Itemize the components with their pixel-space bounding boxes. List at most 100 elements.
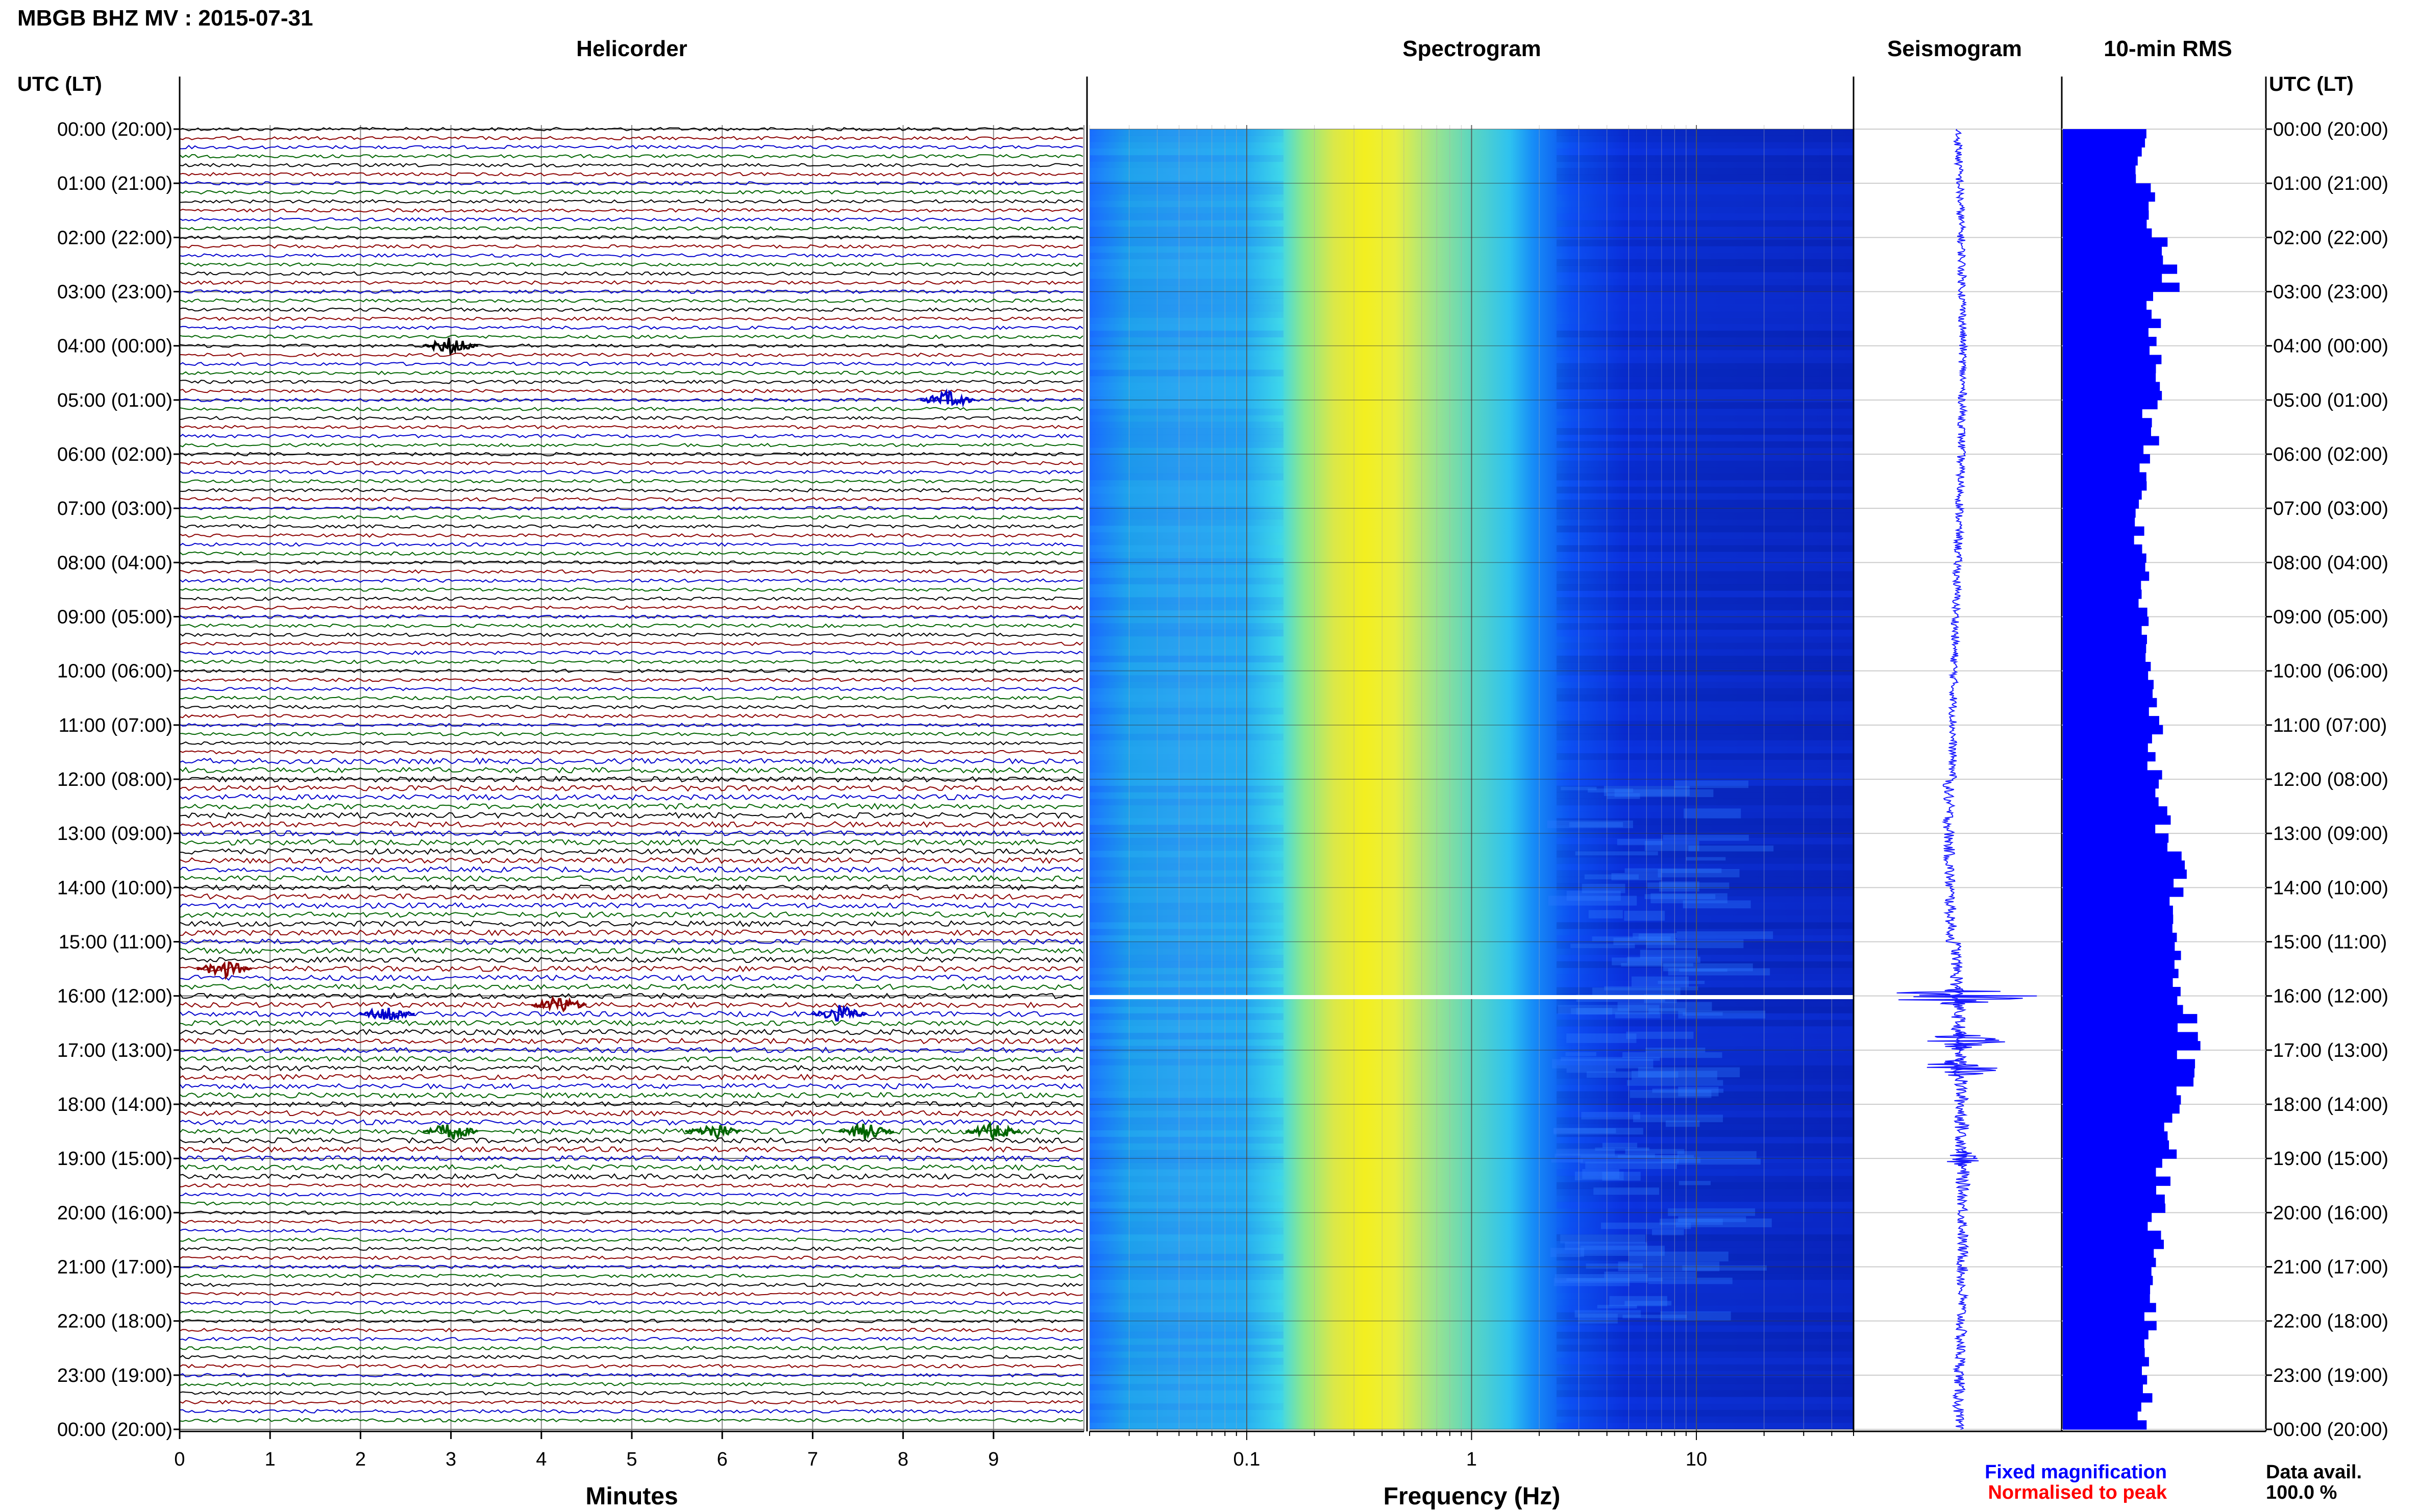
spectrogram-band [1090,467,1283,474]
spectrogram-band [1557,227,1853,234]
spectrogram-blotch [1622,1315,1687,1319]
spectrogram-band [1557,428,1853,435]
seismogram-event [1927,1031,2005,1051]
spectrogram-blotch [1607,793,1640,799]
rms-bar [2063,1122,2164,1132]
spectrogram-band [1090,1371,1283,1378]
spectrogram-band [1090,1136,1283,1144]
rms-bar [2063,1068,2194,1078]
rms-bar [2063,806,2167,816]
spectrogram-band [1090,941,1283,949]
rms-bar [2063,400,2158,410]
helicorder-trace [180,1110,1083,1117]
rms-bar [2063,1375,2148,1385]
rms-bar [2063,1176,2170,1186]
spectrogram-blotch [1580,1246,1665,1256]
spectrogram-band [1090,239,1283,246]
spectrogram-blotch [1676,931,1773,939]
spectrogram-band [1557,915,1853,923]
spectrogram-blotch [1678,1010,1766,1019]
time-label-right: 18:00 (14:00) [2273,1094,2388,1116]
rms-bar [2063,553,2146,563]
spectrogram-blotch [1648,1008,1686,1014]
rms-bar [2063,1203,2165,1213]
spectrogram-band [1557,305,1853,312]
spectrogram-band [1090,877,1283,884]
spectrogram-band [1557,1403,1853,1410]
spectrogram-band [1090,395,1283,403]
spectrogram-band [1557,298,1853,305]
spectrogram-blotch [1566,1068,1616,1073]
rms-bar [2063,445,2144,455]
spectrogram-blotch [1576,1008,1613,1015]
helicorder-trace [180,704,1083,709]
helicorder-trace [180,596,1083,601]
spectrogram-band [1557,974,1853,981]
spectrogram-band [1090,220,1283,227]
helicorder-trace [180,289,1083,294]
spectrogram-band [1090,161,1283,168]
time-label-right: 09:00 (05:00) [2273,607,2388,628]
spectrogram-band [1557,408,1853,415]
spectrogram-band [1090,1247,1283,1254]
spectrogram-band [1090,538,1283,546]
spectrogram-band [1557,1013,1853,1020]
rms-bar [2063,454,2150,464]
spectrogram-band [1557,246,1853,253]
rms-bar [2063,183,2151,193]
rms-bar [2063,463,2140,473]
spectrogram-band [1090,1319,1283,1326]
time-label-left: 17:00 (13:00) [57,1040,172,1061]
helicorder-trace [180,542,1083,547]
rms-bar [2063,219,2147,229]
spectrogram-band [1557,311,1853,318]
spectrogram-band [1557,187,1853,194]
rms-bar [2063,779,2159,789]
spectrogram-band [1557,870,1853,877]
rms-bars [2063,129,2201,1430]
spectrogram-band [1557,799,1853,806]
rms-bar [2063,851,2182,861]
spectrogram-band [1090,701,1283,708]
helicorder-trace [180,668,1083,674]
spectrogram-blotch [1678,1086,1719,1097]
spectrogram-band [1090,825,1283,832]
time-label-left: 09:00 (05:00) [57,607,172,628]
time-label-left: 02:00 (22:00) [57,227,172,249]
spectrogram-band [1557,395,1853,403]
spectrogram-band [1557,1084,1853,1092]
helicorder-x-tick-label: 3 [446,1449,456,1470]
helicorder-trace [180,696,1083,701]
spectrogram-band [1090,1416,1283,1423]
spectrogram-band [1090,662,1283,669]
rms-bar [2063,174,2136,184]
spectrogram-blotch [1612,957,1662,965]
spectrogram-blotch [1629,1251,1729,1261]
rms-bar [2063,156,2138,166]
spectrogram-band [1090,903,1283,910]
spectrogram-band [1090,922,1283,929]
spectrogram-band [1557,818,1853,825]
spectrogram-band [1557,1046,1853,1053]
helicorder-trace [180,208,1083,213]
spectrogram-band [1090,1084,1283,1092]
time-label-right: 21:00 (17:00) [2273,1257,2388,1278]
rms-bar [2063,878,2174,888]
helicorder-trace [180,766,1083,774]
helicorder-trace [180,1319,1083,1324]
helicorder-trace [180,1010,1083,1018]
helicorder-trace [180,488,1083,493]
spectrogram-band [1090,961,1283,968]
time-label-right: 12:00 (08:00) [2273,769,2388,790]
data-avail-value: 100.0 % [2266,1482,2337,1503]
spectrogram-blotch [1663,963,1753,972]
spectrogram-band [1090,506,1283,513]
helicorder-trace [180,785,1083,792]
spectrogram-band [1557,382,1853,390]
spectrogram-band [1557,233,1853,240]
spectrogram-band [1090,285,1283,292]
rms-bar [2063,1267,2152,1276]
spectrogram-band [1090,233,1283,240]
spectrogram-band [1090,441,1283,448]
spectrogram-band [1090,1390,1283,1397]
